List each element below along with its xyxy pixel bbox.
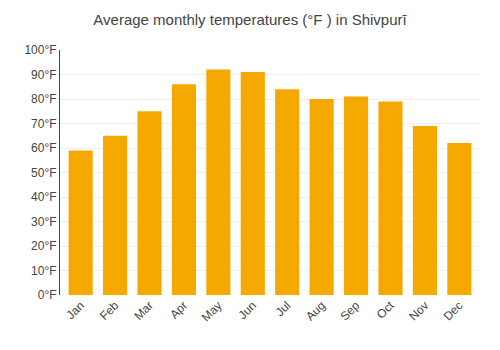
svg-text:90°F: 90°F — [31, 68, 56, 82]
svg-text:80°F: 80°F — [31, 92, 56, 106]
svg-text:Aug: Aug — [303, 298, 328, 323]
svg-text:50°F: 50°F — [31, 166, 56, 180]
svg-text:60°F: 60°F — [31, 141, 56, 155]
svg-text:Oct: Oct — [374, 298, 398, 322]
svg-text:Jun: Jun — [236, 298, 260, 322]
svg-text:20°F: 20°F — [31, 239, 56, 253]
svg-text:Dec: Dec — [441, 298, 466, 323]
svg-text:100°F: 100°F — [24, 43, 56, 57]
svg-text:Jan: Jan — [63, 298, 87, 322]
svg-text:Feb: Feb — [97, 298, 122, 323]
svg-text:40°F: 40°F — [31, 190, 56, 204]
svg-text:May: May — [199, 298, 225, 324]
svg-text:Jul: Jul — [273, 298, 294, 319]
svg-text:Sep: Sep — [337, 298, 362, 323]
svg-text:70°F: 70°F — [31, 117, 56, 131]
svg-text:Average monthly temperatures (: Average monthly temperatures (°F ) in Sh… — [93, 11, 407, 28]
svg-text:0°F: 0°F — [38, 288, 57, 302]
svg-text:Mar: Mar — [131, 298, 156, 323]
svg-text:Nov: Nov — [406, 298, 431, 323]
svg-text:30°F: 30°F — [31, 215, 56, 229]
svg-text:10°F: 10°F — [31, 264, 56, 278]
svg-text:Apr: Apr — [167, 298, 190, 321]
